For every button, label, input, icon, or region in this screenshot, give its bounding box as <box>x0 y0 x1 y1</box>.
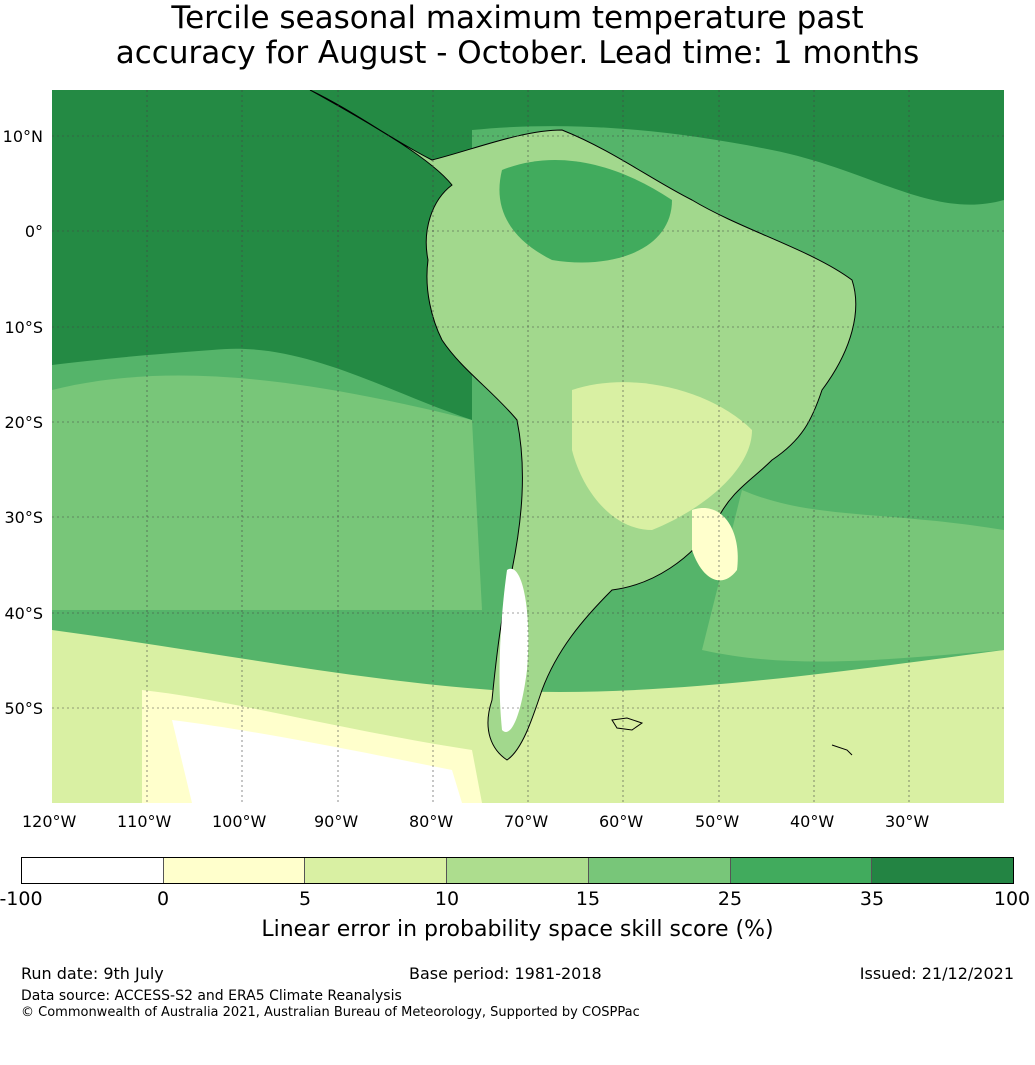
amazon-high-zone <box>499 160 672 263</box>
southern-ocean-white-zone <box>172 720 462 803</box>
colorbar-segment-4 <box>447 858 589 883</box>
north-atlantic-zone <box>472 90 1004 205</box>
colorbar-segment-1 <box>22 858 164 883</box>
lon-label-110w: 110°W <box>117 812 172 831</box>
run-date: Run date: 9th July <box>21 964 164 983</box>
colorbar-tick: 100 <box>993 888 1031 910</box>
colorbar-tick: 0 <box>156 888 170 910</box>
colorbar-label: Linear error in probability space skill … <box>261 917 774 942</box>
issued-date: Issued: 21/12/2021 <box>859 964 1014 983</box>
colorbar-segment-2 <box>163 858 306 883</box>
south-georgia <box>831 744 853 756</box>
lat-label-10s: 10°S <box>4 318 43 337</box>
lon-label-100w: 100°W <box>212 812 267 831</box>
lat-label-20s: 20°S <box>4 413 43 432</box>
lon-label-70w: 70°W <box>504 812 549 831</box>
falkland-islands <box>611 717 644 731</box>
lon-label-90w: 90°W <box>314 812 359 831</box>
lon-label-60w: 60°W <box>599 812 644 831</box>
map-title-line-2: accuracy for August - October. Lead time… <box>115 35 920 71</box>
lon-label-80w: 80°W <box>409 812 454 831</box>
lon-label-120w: 120°W <box>22 812 77 831</box>
tropical-pacific-zone <box>52 90 472 420</box>
map-title-line-1: Tercile seasonal maximum temperature pas… <box>171 0 864 36</box>
south-pacific-zone <box>52 375 482 610</box>
lon-label-40w: 40°W <box>790 812 835 831</box>
central-brazil-low-zone <box>572 382 752 530</box>
colorbar-tick: 10 <box>434 888 460 910</box>
lat-label-40s: 40°S <box>4 604 43 623</box>
colorbar-tick: 15 <box>575 888 601 910</box>
lat-label-50s: 50°S <box>4 699 43 718</box>
patagonia-low-zone <box>499 568 529 732</box>
graticule <box>52 90 1004 803</box>
colorbar-segment-3 <box>305 858 448 883</box>
data-source: Data source: ACCESS-S2 and ERA5 Climate … <box>21 988 402 1004</box>
colorbar-segment-7 <box>872 858 1014 883</box>
lat-label-0: 0° <box>24 222 43 241</box>
copyright-notice: © Commonwealth of Australia 2021, Austra… <box>21 1005 640 1020</box>
lat-label-10n: 10°N <box>2 127 43 146</box>
skill-score-map <box>52 90 1004 803</box>
colorbar-tick: 5 <box>298 888 312 910</box>
colorbar <box>21 857 1014 884</box>
lon-label-30w: 30°W <box>885 812 930 831</box>
lat-label-30s: 30°S <box>4 508 43 527</box>
colorbar-segment-5 <box>588 858 731 883</box>
colorbar-tick: -100 <box>0 888 43 910</box>
colorbar-tick: 25 <box>717 888 743 910</box>
colorbar-segment-6 <box>730 858 873 883</box>
colorbar-tick: 35 <box>859 888 885 910</box>
lon-label-50w: 50°W <box>695 812 740 831</box>
south-atlantic-zone <box>702 490 1004 662</box>
base-period: Base period: 1981-2018 <box>409 964 602 983</box>
uruguay-low-zone <box>692 508 738 581</box>
